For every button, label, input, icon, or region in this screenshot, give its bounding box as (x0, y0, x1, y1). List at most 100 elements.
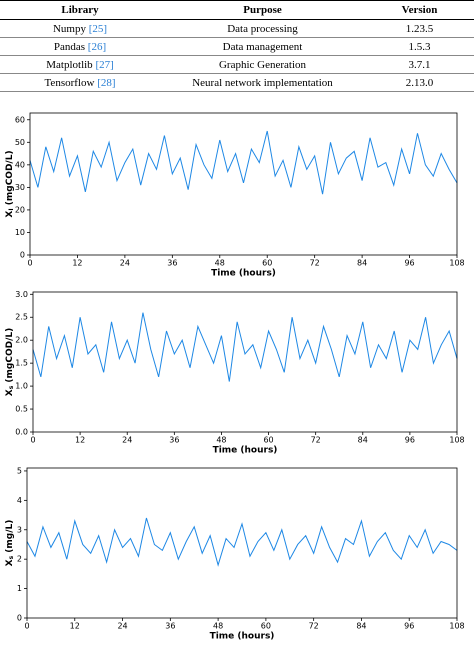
x-tick-label: 108 (449, 436, 464, 445)
x-tick-label: 12 (72, 259, 82, 268)
data-line (29, 130, 458, 195)
x-tick-label: 84 (358, 436, 368, 445)
x-tick-label: 0 (27, 259, 32, 268)
header-cell: Purpose (160, 0, 365, 20)
y-tick-label: 20 (15, 205, 25, 214)
table-row: Matplotlib [27] Graphic Generation 3.7.1 (0, 55, 474, 74)
purpose-cell: Graphic Generation (160, 55, 365, 74)
citation: [25] (88, 22, 108, 35)
x-axis-label: Time (hours) (213, 446, 278, 456)
x-tick-label: 12 (70, 622, 80, 631)
y-label-unit: (mgCOD/L) (5, 150, 15, 208)
x-axis-label: Time (hours) (210, 632, 275, 642)
y-axis-label: XI (mgCOD/L) (5, 150, 15, 217)
y-tick-label: 1.0 (15, 382, 28, 391)
library-cell: Matplotlib [27] (0, 55, 160, 74)
plot-frame (26, 467, 458, 619)
plot-frame (29, 112, 458, 256)
table-row: Numpy [25] Data processing 1.23.5 (0, 19, 474, 38)
x-tick-label: 24 (120, 259, 130, 268)
citation: [28] (97, 76, 116, 89)
x-tick-label: 24 (122, 436, 132, 445)
y-label-symbol: X (5, 389, 15, 396)
y-tick-label: 0 (17, 614, 22, 623)
x-tick-label: 96 (405, 436, 415, 445)
y-label-subscript: I (8, 208, 15, 210)
version-cell: 1.23.5 (365, 19, 474, 38)
x-tick-label: 96 (404, 259, 414, 268)
library-name: Numpy (52, 22, 86, 35)
y-label-unit: (mgCOD/L) (5, 328, 15, 386)
y-tick-label: 5 (17, 466, 22, 475)
data-line (32, 312, 458, 382)
y-label-symbol: X (5, 559, 15, 566)
y-axis-label: Xs (mgCOD/L) (5, 328, 15, 396)
y-tick-label: 0.5 (15, 405, 28, 414)
version-cell: 3.7.1 (365, 55, 474, 74)
data-line (26, 517, 458, 567)
citation: [27] (95, 58, 114, 71)
library-table: Library Purpose Version Numpy [25] Data p… (0, 0, 474, 92)
x-tick-label: 36 (165, 622, 175, 631)
version-cell: 1.5.3 (365, 37, 474, 56)
y-label-subscript: s (8, 555, 15, 559)
x-tick-label: 48 (216, 436, 226, 445)
y-tick-label: 3.0 (15, 290, 28, 299)
library-cell: Numpy [25] (0, 19, 160, 38)
x-tick-label: 48 (215, 259, 225, 268)
header-row: Library Purpose Version (0, 0, 474, 20)
y-tick-label: 4 (17, 496, 22, 505)
y-tick-label: 30 (15, 183, 25, 192)
library-name: Matplotlib (46, 58, 93, 71)
purpose-cell: Neural network implementation (160, 73, 365, 92)
y-tick-label: 50 (15, 138, 25, 147)
y-tick-label: 3 (17, 525, 22, 534)
y-tick-label: 40 (15, 160, 25, 169)
y-tick-label: 10 (15, 228, 25, 237)
x-tick-label: 108 (449, 259, 464, 268)
x-tick-label: 96 (404, 622, 414, 631)
x-tick-label: 72 (310, 259, 320, 268)
x-tick-label: 72 (309, 622, 319, 631)
x-tick-label: 48 (213, 622, 223, 631)
x-tick-label: 60 (261, 622, 271, 631)
purpose-cell: Data processing (160, 19, 365, 38)
y-label-subscript: s (8, 385, 15, 389)
table-row: Tensorflow [28] Neural network implementa… (0, 73, 474, 92)
x-tick-label: 84 (356, 622, 366, 631)
y-tick-label: 2 (17, 555, 22, 564)
table-row: Pandas [26] Data management 1.5.3 (0, 37, 474, 56)
library-cell: Pandas [26] (0, 37, 160, 56)
x-tick-label: 12 (75, 436, 85, 445)
x-tick-label: 36 (167, 259, 177, 268)
y-label-unit: (mg/L) (5, 520, 15, 556)
y-tick-label: 2.5 (15, 313, 28, 322)
x-tick-label: 0 (30, 436, 35, 445)
library-cell: Tensorflow [28] (0, 73, 160, 92)
header-cell: Version (365, 0, 474, 20)
y-tick-label: 0 (20, 251, 25, 260)
x-tick-label: 84 (357, 259, 367, 268)
x-tick-label: 36 (169, 436, 179, 445)
x-tick-label: 0 (24, 622, 29, 631)
purpose-cell: Data management (160, 37, 365, 56)
y-tick-label: 2.0 (15, 336, 28, 345)
x-tick-label: 60 (263, 436, 273, 445)
y-tick-label: 60 (15, 115, 25, 124)
y-axis-label: Xs (mg/L) (5, 520, 15, 567)
version-cell: 2.13.0 (365, 73, 474, 92)
x-tick-label: 72 (311, 436, 321, 445)
header-cell: Library (0, 0, 160, 20)
y-tick-label: 0.0 (15, 428, 28, 437)
plot-frame (32, 291, 458, 433)
library-name: Pandas (53, 40, 86, 53)
library-name: Tensorflow (44, 76, 95, 89)
y-label-symbol: X (5, 211, 15, 218)
y-tick-label: 1.5 (15, 359, 28, 368)
y-tick-label: 1 (17, 584, 22, 593)
x-tick-label: 60 (262, 259, 272, 268)
x-tick-label: 108 (449, 622, 464, 631)
x-tick-label: 24 (117, 622, 127, 631)
